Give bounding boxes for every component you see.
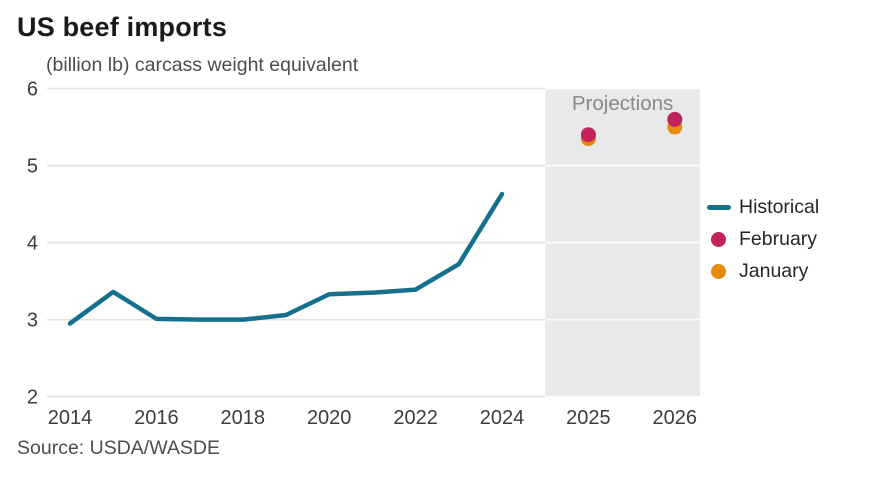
legend-label: January xyxy=(739,260,809,282)
x-axis-tick-label: 2020 xyxy=(307,407,352,429)
x-axis-tick-label: 2014 xyxy=(48,407,93,429)
legend-item-january: January xyxy=(707,260,819,283)
january-dot-swatch-icon xyxy=(711,264,726,279)
x-axis-tick-label: 2025 xyxy=(566,407,611,429)
projections-label: Projections xyxy=(572,92,673,115)
february-dot-swatch-icon xyxy=(711,232,726,247)
y-axis-tick-label: 5 xyxy=(27,156,38,178)
legend-label: Historical xyxy=(739,196,820,218)
x-axis-tick-label: 2026 xyxy=(653,407,698,429)
x-axis-tick-label: 2022 xyxy=(393,407,438,429)
historical-line-swatch-icon xyxy=(707,205,731,210)
y-axis-tick-label: 3 xyxy=(27,310,38,332)
february-projection-dot xyxy=(580,127,596,143)
x-axis-tick-label: 2024 xyxy=(480,407,525,429)
y-axis-tick-label: 4 xyxy=(27,233,38,255)
legend-label: February xyxy=(739,228,818,250)
chart-legend: Historical February January xyxy=(707,196,819,283)
legend-item-february: February xyxy=(707,228,819,251)
chart-title: US beef imports xyxy=(17,12,228,42)
y-axis-tick-label: 2 xyxy=(27,387,38,409)
february-projection-dot xyxy=(667,111,683,127)
source-attribution: Source: USDA/WASDE xyxy=(17,437,220,459)
x-axis-tick-label: 2016 xyxy=(134,407,179,429)
historical-line xyxy=(67,191,505,326)
legend-item-historical: Historical xyxy=(707,196,819,219)
chart-subtitle: (billion lb) carcass weight equivalent xyxy=(46,54,359,76)
x-axis-tick-label: 2018 xyxy=(221,407,266,429)
y-axis-tick-label: 6 xyxy=(27,79,38,101)
